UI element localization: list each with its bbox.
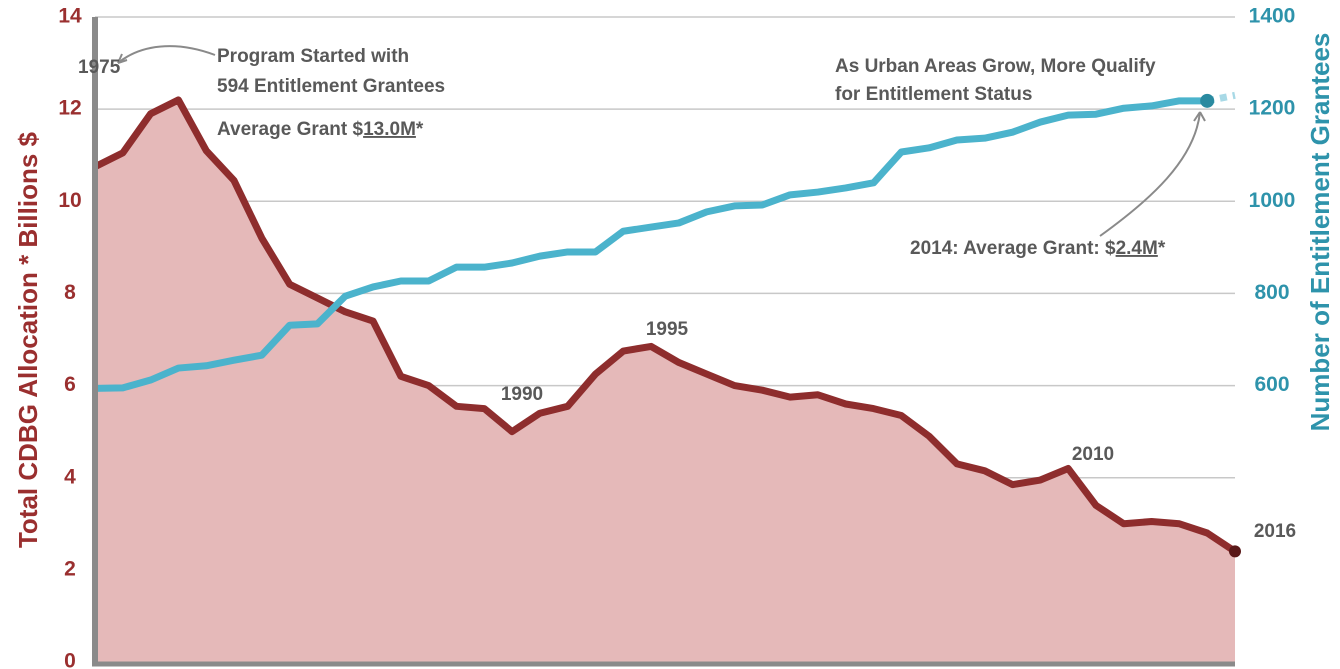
annotation: 2016 xyxy=(1254,521,1296,542)
annotation: 1995 xyxy=(646,319,689,340)
annotation-part: for Entitlement Status xyxy=(835,84,1032,105)
annotation-part: 1990 xyxy=(501,384,543,405)
annotation-part: * xyxy=(416,119,424,140)
annotation-part: * xyxy=(1158,238,1166,259)
y-tick-label: 12 xyxy=(58,97,81,120)
y2-tick-label: 1000 xyxy=(1249,189,1296,212)
y-tick-label: 6 xyxy=(64,373,76,396)
annotation-part: 594 Entitlement Grantees xyxy=(217,76,445,97)
annotation-part: 2014: Average Grant: $ xyxy=(910,238,1116,259)
arrow xyxy=(117,45,216,64)
arrow-head xyxy=(117,53,128,64)
annotation: 2014: Average Grant: $2.4M* xyxy=(910,238,1166,259)
annotation-part: Average Grant $ xyxy=(217,119,364,140)
y2-tick-label: 1200 xyxy=(1249,97,1296,120)
end-dot xyxy=(1200,93,1215,108)
annotation-part: 2010 xyxy=(1072,444,1114,465)
y-tick-label: 4 xyxy=(64,465,76,488)
y-tick-label: 2 xyxy=(64,557,76,580)
annotation-part: 2016 xyxy=(1254,521,1296,542)
annotation: As Urban Areas Grow, More Qualify xyxy=(835,56,1156,77)
y-tick-label: 0 xyxy=(64,650,76,669)
annotation: 594 Entitlement Grantees xyxy=(217,76,445,97)
y-axis-title: Total CDBG Allocation * Billions $ xyxy=(13,131,43,548)
end-dot xyxy=(1229,545,1241,558)
plot-area: 0 2 4 6 8 10 12 14 600 800 1000 1200 1400 xyxy=(58,5,1295,669)
annotation-part: 13.0M xyxy=(363,119,416,140)
annotation: 1990 xyxy=(501,384,543,405)
annotation: Average Grant $13.0M* xyxy=(217,119,424,140)
y2-axis-title: Number of Entitlement Grantees xyxy=(1305,33,1335,432)
y-tick-label: 8 xyxy=(64,281,76,304)
annotation-part: 1995 xyxy=(646,319,689,340)
line xyxy=(94,97,1208,392)
y2-tick-label: 1400 xyxy=(1249,5,1296,28)
annotation: for Entitlement Status xyxy=(835,84,1032,105)
y-tick-label: 14 xyxy=(58,5,82,28)
annotation-part: As Urban Areas Grow, More Qualify xyxy=(835,56,1156,77)
arrow-head xyxy=(1193,111,1206,122)
line xyxy=(93,96,1237,555)
annotation-part: Program Started with xyxy=(217,46,409,67)
y2-tick-label: 800 xyxy=(1254,281,1289,304)
annotation: Program Started with xyxy=(217,46,409,67)
area xyxy=(95,99,1235,662)
annotation-part: 1975 xyxy=(78,57,121,78)
annotation: 2010 xyxy=(1072,444,1114,465)
arrow xyxy=(1099,111,1201,237)
y-tick-label: 10 xyxy=(58,189,81,212)
annotation-part: 2.4M xyxy=(1116,238,1158,259)
annotation: 1975 xyxy=(78,57,121,78)
y2-tick-label: 600 xyxy=(1254,373,1289,396)
